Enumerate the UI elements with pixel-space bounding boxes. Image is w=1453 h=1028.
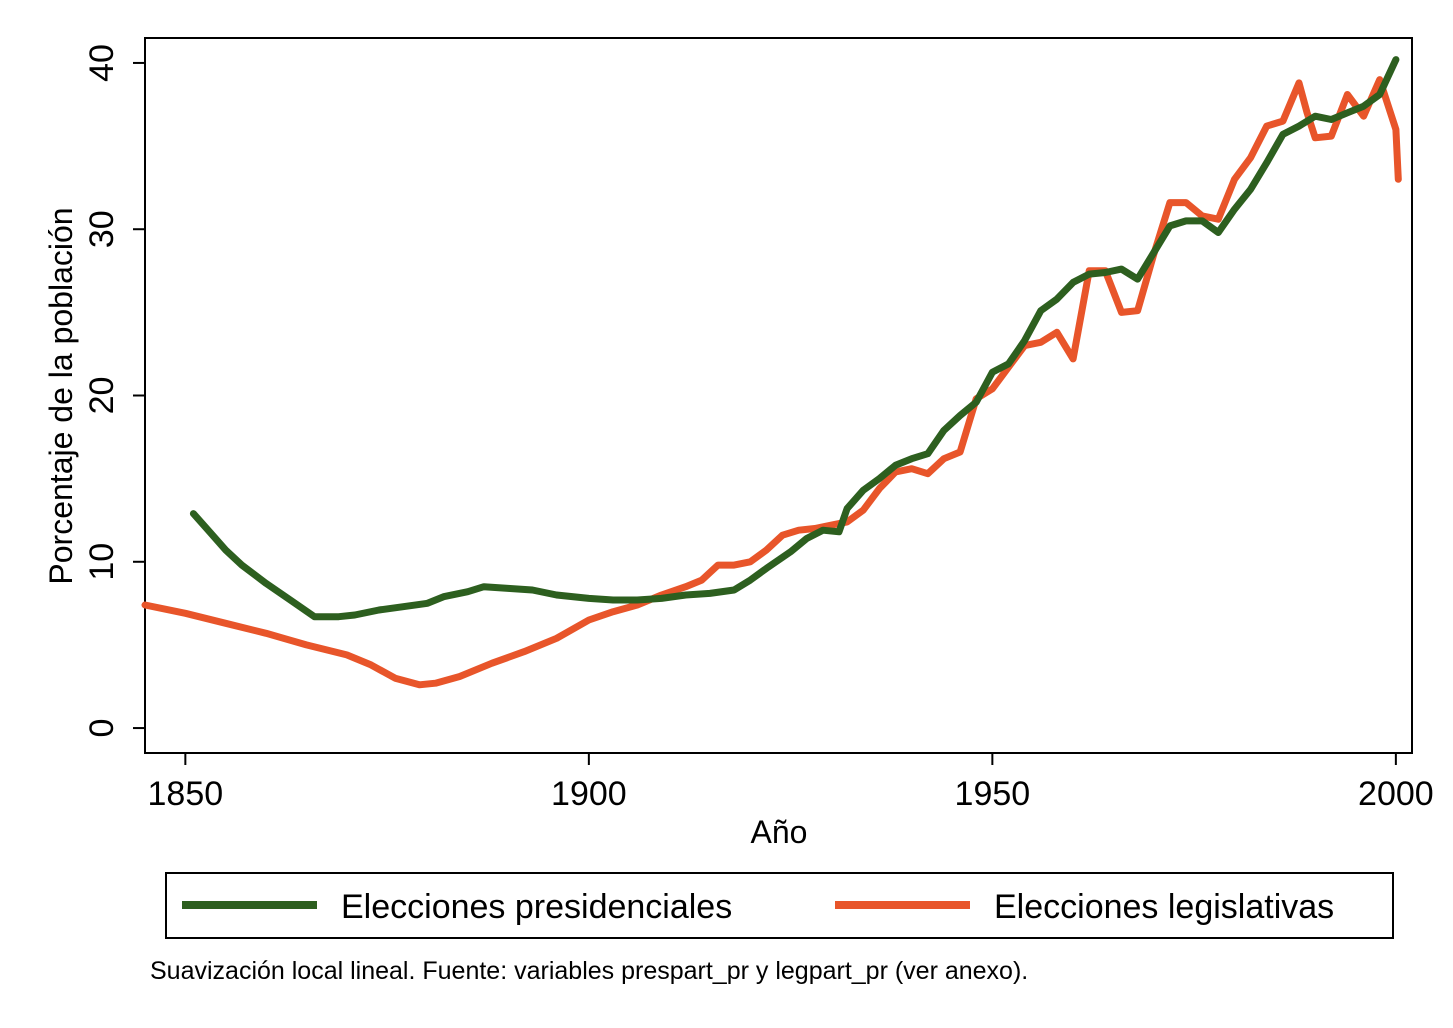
y-tick-label: 10 [83, 543, 121, 581]
legend-label-legislativas: Elecciones legislativas [994, 888, 1334, 926]
x-axis-title: Año [751, 814, 808, 850]
series-line-legislativas [141, 76, 1402, 689]
plot-frame [144, 37, 1413, 754]
y-tick-label: 20 [83, 377, 121, 415]
series-layer [141, 56, 1402, 689]
series-line-presidenciales [189, 56, 1400, 621]
x-tick-label: 1900 [551, 775, 627, 813]
x-tick-label: 1850 [148, 775, 224, 813]
y-axis: 0 10 20 30 40 [83, 44, 145, 738]
legend: Elecciones presidenciales Elecciones leg… [165, 872, 1394, 939]
y-tick-label: 30 [83, 210, 121, 248]
x-axis: 1850 1900 1950 2000 [148, 753, 1434, 813]
y-axis-title: Porcentaje de la población [43, 207, 79, 584]
y-tick-label: 0 [83, 719, 121, 738]
x-tick-label: 2000 [1358, 775, 1434, 813]
legend-label-presidenciales: Elecciones presidenciales [341, 888, 732, 926]
legend-frame [165, 872, 1394, 939]
chart-note: Suavización local lineal. Fuente: variab… [150, 957, 1028, 985]
x-tick-label: 1950 [955, 775, 1031, 813]
y-tick-label: 40 [83, 44, 121, 82]
